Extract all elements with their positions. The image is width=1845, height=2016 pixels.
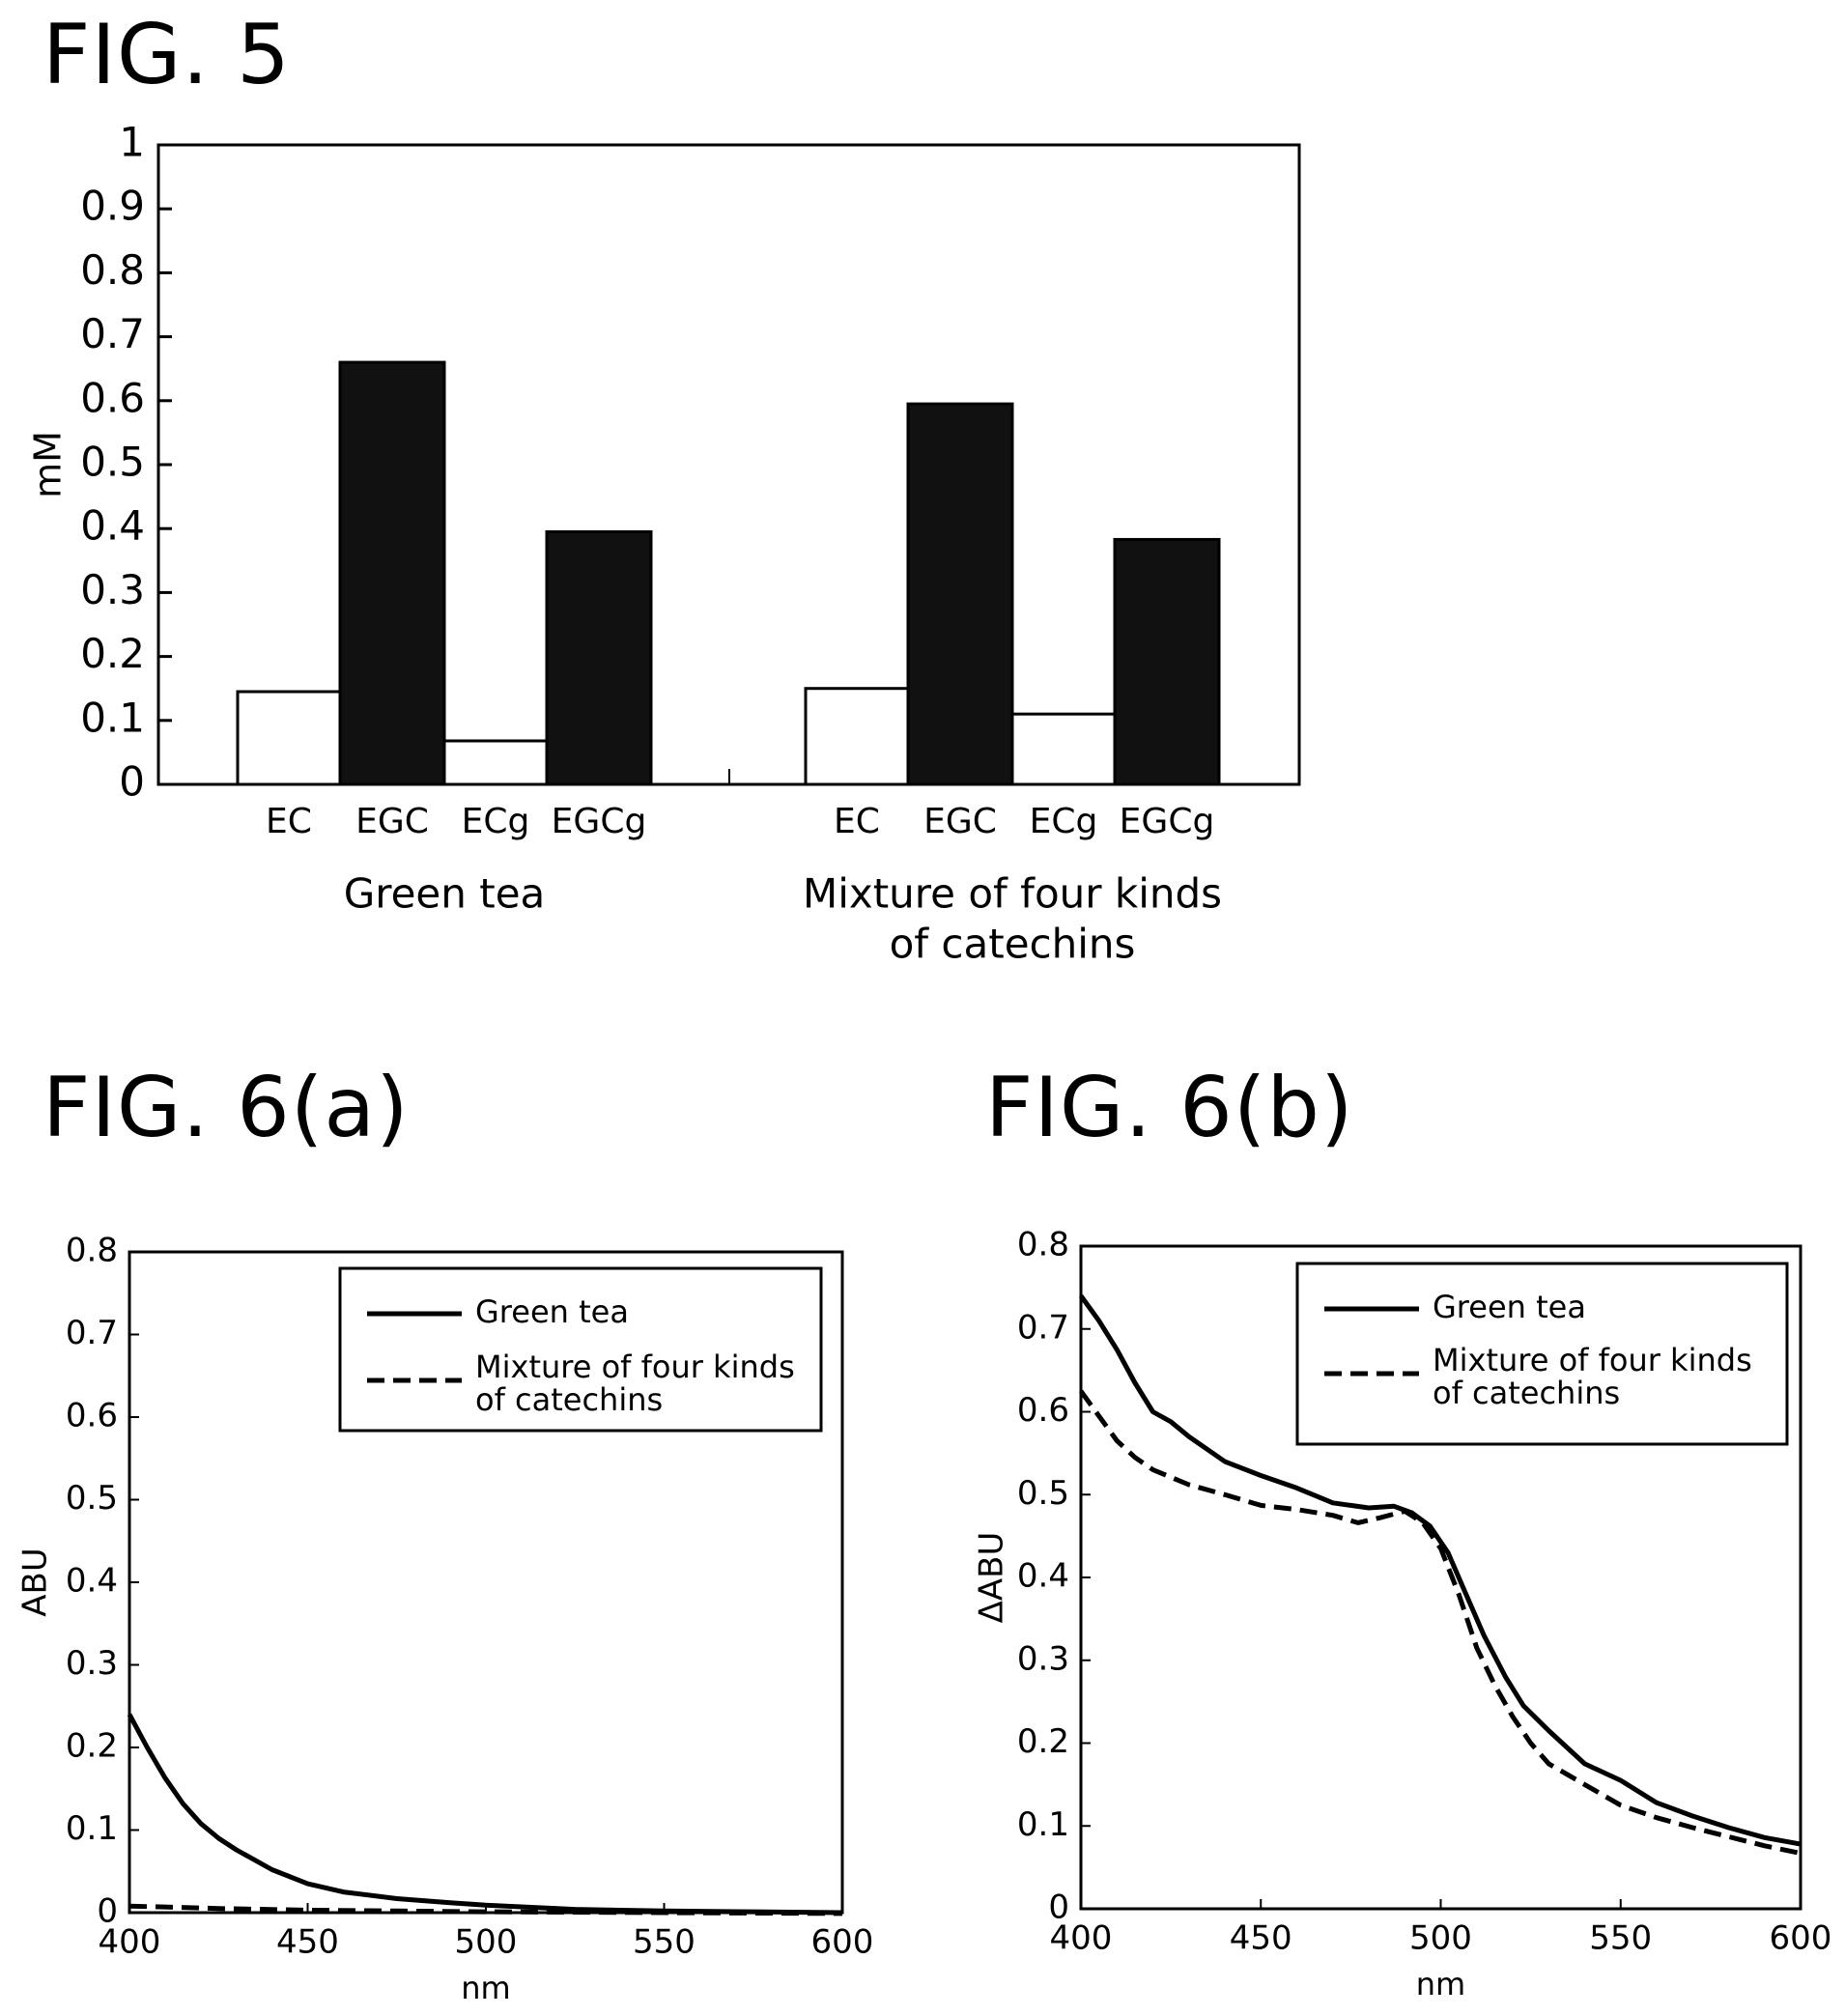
fig6a-x-tick-label: 600 bbox=[811, 1923, 874, 1962]
fig5-y-tick-label: 0.8 bbox=[80, 246, 145, 294]
fig6a-series-catechin-mixture-line bbox=[128, 1903, 843, 1917]
fig5-y-tick-label: 0.7 bbox=[80, 310, 145, 357]
fig5-category-label: EC bbox=[834, 802, 880, 841]
fig6b-y-tick-label: 0.1 bbox=[1017, 1805, 1069, 1844]
fig6a-legend-label: of catechins bbox=[475, 1381, 663, 1418]
fig5-category-label: EGCg bbox=[1120, 802, 1215, 841]
fig5-y-tick-label: 0 bbox=[119, 758, 145, 806]
fig6b-y-tick-label: 0.2 bbox=[1017, 1722, 1069, 1761]
fig6a-y-tick-label: 0.7 bbox=[66, 1314, 118, 1352]
fig6b-x-tick-label: 500 bbox=[1409, 1919, 1472, 1958]
fig6b-y-tick-label: 0.8 bbox=[1017, 1226, 1069, 1264]
fig5-bar-egcg bbox=[1113, 537, 1221, 786]
fig5-y-tick-label: 1 bbox=[119, 119, 145, 166]
fig6a-title: FIG. 6(a) bbox=[43, 1060, 410, 1156]
fig5-bar-egcg bbox=[545, 530, 653, 786]
fig5-category-label: EGC bbox=[355, 802, 429, 841]
fig6a-x-tick-label: 450 bbox=[276, 1923, 339, 1962]
fig6b-x-tick-label: 450 bbox=[1230, 1919, 1292, 1958]
fig6b-y-tick-label: 0.7 bbox=[1017, 1308, 1069, 1347]
fig5-bar-ecg bbox=[442, 739, 549, 786]
fig6a-y-tick-label: 0.5 bbox=[66, 1479, 118, 1518]
fig6a-legend-box bbox=[338, 1266, 823, 1433]
fig5-bar-ecg bbox=[1010, 712, 1117, 786]
fig6b-series-green-tea-line bbox=[1078, 1294, 1802, 1847]
fig5-y-tick-label: 0.3 bbox=[80, 566, 145, 613]
fig6b-x-tick-label: 550 bbox=[1589, 1919, 1652, 1958]
fig6a-y-axis-label: ABU bbox=[16, 1547, 55, 1616]
fig6b-title: FIG. 6(b) bbox=[985, 1060, 1354, 1156]
fig5-y-tick-label: 0.4 bbox=[80, 502, 145, 550]
fig6b-series-catechin-mixture-line bbox=[1078, 1389, 1802, 1856]
fig5-y-tick-label: 0.2 bbox=[80, 630, 145, 677]
fig6a-y-tick-label: 0.3 bbox=[66, 1644, 118, 1683]
fig5-y-tick-label: 0.5 bbox=[80, 439, 145, 486]
fig6b-y-axis-label: ΔABU bbox=[973, 1532, 1011, 1624]
fig6b-y-tick-label: 0.3 bbox=[1017, 1639, 1069, 1678]
fig6b-y-tick-label: 0.6 bbox=[1017, 1391, 1069, 1430]
fig6a-x-tick-label: 550 bbox=[633, 1923, 695, 1962]
fig6b-x-tick-label: 400 bbox=[1050, 1919, 1113, 1958]
fig6a-y-tick-label: 0 bbox=[97, 1892, 118, 1931]
fig6a-x-tick-label: 500 bbox=[455, 1923, 518, 1962]
fig5-category-label: EGCg bbox=[552, 802, 647, 841]
fig6b-y-tick-label: 0 bbox=[1048, 1888, 1069, 1927]
fig6a-y-tick-label: 0.4 bbox=[66, 1562, 118, 1601]
fig5-category-label: ECg bbox=[462, 802, 530, 841]
fig6a-x-axis-label: nm bbox=[461, 1970, 510, 2006]
fig5-category-label: EC bbox=[266, 802, 312, 841]
fig5-y-tick-label: 0.1 bbox=[80, 694, 145, 741]
fig5-y-axis-label: mM bbox=[27, 431, 70, 498]
fig5-y-tick-label: 0.6 bbox=[80, 374, 145, 421]
fig6a-y-tick-label: 0.1 bbox=[66, 1809, 118, 1848]
fig5-bar-ec bbox=[236, 690, 342, 786]
fig5-group-label: of catechins bbox=[890, 921, 1136, 968]
fig6b-legend-box bbox=[1295, 1262, 1789, 1446]
fig6a-legend-label: Green tea bbox=[475, 1293, 629, 1330]
fig6b-legend-label: Green tea bbox=[1433, 1289, 1586, 1325]
fig5-bar-egc bbox=[906, 402, 1014, 786]
fig5-bar-egc bbox=[338, 360, 446, 786]
fig6a-x-tick-label: 400 bbox=[99, 1923, 161, 1962]
fig5-bar-ec bbox=[804, 687, 910, 786]
fig5-group-label: Mixture of four kinds bbox=[803, 870, 1222, 918]
fig6a-y-tick-label: 0.8 bbox=[66, 1232, 118, 1270]
fig6b-x-axis-label: nm bbox=[1416, 1966, 1465, 2002]
fig5-category-label: EGC bbox=[923, 802, 997, 841]
fig6b-x-tick-label: 600 bbox=[1770, 1919, 1832, 1958]
fig5-y-tick-label: 0.9 bbox=[80, 183, 145, 230]
fig5-category-label: ECg bbox=[1030, 802, 1098, 841]
fig6a-y-tick-label: 0.2 bbox=[66, 1727, 118, 1766]
fig6a-series-green-tea-line bbox=[127, 1713, 843, 1916]
fig6b-legend-label: Mixture of four kinds bbox=[1433, 1342, 1752, 1378]
fig6a-legend-label: Mixture of four kinds bbox=[475, 1349, 795, 1385]
fig6b-y-tick-label: 0.5 bbox=[1017, 1474, 1069, 1513]
fig6b-legend-label: of catechins bbox=[1433, 1375, 1620, 1411]
fig6b-y-tick-label: 0.4 bbox=[1017, 1557, 1069, 1596]
fig5-group-label: Green tea bbox=[344, 870, 546, 918]
fig5-title: FIG. 5 bbox=[43, 7, 291, 103]
fig6a-y-tick-label: 0.6 bbox=[66, 1397, 118, 1435]
